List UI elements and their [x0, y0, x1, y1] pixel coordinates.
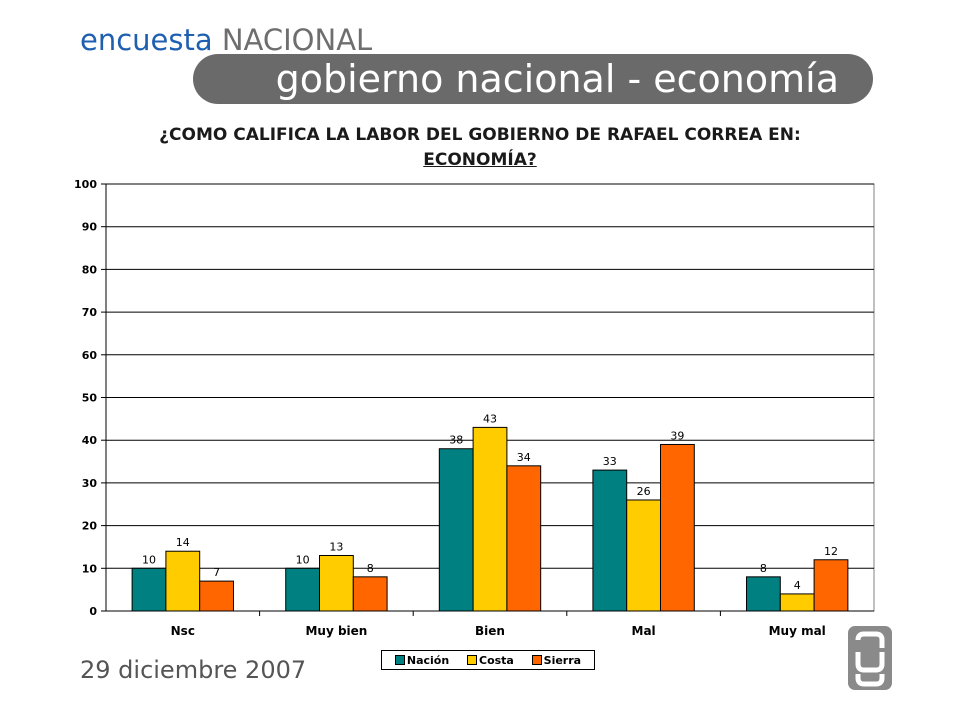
- data-label: 33: [603, 455, 617, 468]
- bar-sierra-1: [352, 576, 388, 612]
- legend-item: Sierra: [531, 653, 582, 667]
- y-tick-label: 0: [89, 605, 97, 618]
- bar-nación-1: [285, 567, 321, 612]
- footer-date: 29 diciembre 2007: [80, 656, 307, 684]
- legend-label: Sierra: [543, 653, 582, 667]
- bar-costa-4: [779, 593, 815, 612]
- section-banner: gobierno nacional - economía: [193, 54, 873, 104]
- data-label: 14: [176, 536, 190, 549]
- question-line-1: ¿COMO CALIFICA LA LABOR DEL GOBIERNO DE …: [159, 125, 801, 145]
- bar-sierra-4: [813, 559, 849, 612]
- legend-swatch: [531, 655, 542, 665]
- y-tick-label: 100: [74, 178, 97, 191]
- legend-item: Nación: [394, 653, 450, 667]
- data-label: 39: [670, 429, 684, 442]
- bar-nación-4: [746, 576, 781, 612]
- y-tick-label: 80: [82, 263, 98, 276]
- x-tick-label: Mal: [632, 624, 656, 638]
- data-label: 4: [794, 579, 801, 592]
- legend-label: Costa: [479, 653, 514, 667]
- x-tick-label: Bien: [475, 624, 505, 638]
- chart-legend: Nación Costa Sierra: [381, 650, 595, 670]
- data-label: 13: [329, 540, 343, 553]
- question-line-2: ECONOMÍA?: [423, 150, 537, 170]
- x-tick-label: Muy mal: [769, 624, 826, 638]
- bar-nación-0: [131, 567, 167, 612]
- data-label: 43: [483, 412, 497, 425]
- bar-costa-2: [472, 426, 508, 612]
- x-tick-label: Nsc: [171, 624, 195, 638]
- brand-logo-text: encuesta NACIONAL: [80, 22, 372, 58]
- y-tick-label: 70: [82, 306, 98, 319]
- y-tick-label: 50: [82, 392, 98, 405]
- data-label: 8: [367, 562, 374, 575]
- brand-word-encuesta: encuesta: [80, 23, 213, 57]
- legend-swatch: [394, 655, 405, 665]
- bar-sierra-0: [199, 580, 234, 612]
- data-label: 7: [213, 566, 220, 579]
- bar-nación-3: [592, 469, 628, 612]
- data-label: 34: [517, 451, 531, 464]
- x-tick-label: Muy bien: [305, 624, 367, 638]
- bar-nación-2: [438, 448, 474, 612]
- bar-costa-3: [626, 499, 661, 612]
- banner-title: gobierno nacional - economía: [275, 57, 839, 101]
- bar-costa-1: [319, 554, 354, 612]
- data-label: 12: [824, 545, 838, 558]
- data-label: 10: [142, 553, 156, 566]
- y-tick-label: 10: [82, 562, 98, 575]
- data-label: 10: [296, 553, 310, 566]
- data-label: 26: [637, 485, 651, 498]
- y-tick-label: 60: [82, 349, 98, 362]
- bar-sierra-3: [659, 443, 695, 612]
- y-tick-label: 20: [82, 520, 98, 533]
- y-tick-label: 90: [82, 221, 98, 234]
- brand-word-nacional: NACIONAL: [221, 23, 373, 57]
- y-tick-label: 30: [82, 477, 98, 490]
- mu-logo-icon: [848, 626, 892, 690]
- legend-label: Nación: [406, 653, 450, 667]
- data-label: 38: [449, 434, 463, 447]
- bar-costa-0: [165, 550, 201, 612]
- y-tick-label: 40: [82, 434, 98, 447]
- legend-swatch: [467, 655, 477, 665]
- legend-item: Costa: [467, 654, 514, 667]
- data-label: 8: [760, 562, 767, 575]
- bar-sierra-2: [506, 465, 542, 612]
